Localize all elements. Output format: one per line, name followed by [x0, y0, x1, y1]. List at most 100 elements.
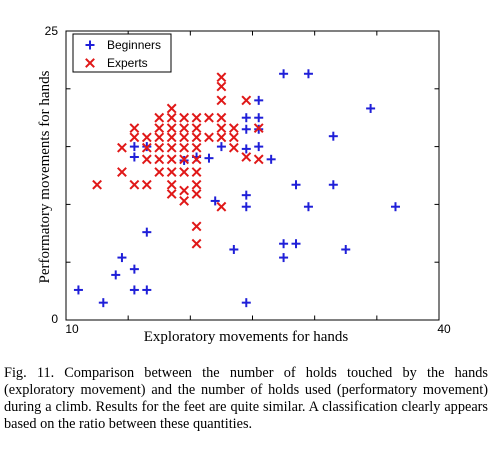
data-point-beginners — [229, 244, 239, 254]
data-point-experts — [154, 112, 165, 123]
data-point-beginners — [111, 270, 121, 280]
data-point-beginners — [366, 103, 376, 113]
data-point-beginners — [291, 239, 301, 249]
data-point-beginners — [142, 227, 152, 237]
data-point-experts — [179, 132, 190, 143]
data-point-experts — [154, 154, 165, 165]
data-point-experts — [241, 152, 252, 162]
data-point-experts — [166, 167, 177, 177]
data-point-experts — [216, 132, 227, 143]
x-tick-label-max: 40 — [437, 322, 451, 336]
x-tick-label-min: 10 — [65, 322, 79, 336]
data-point-experts — [241, 95, 252, 106]
plot-frame — [65, 30, 440, 321]
data-point-beginners — [117, 253, 127, 263]
data-point-beginners — [328, 180, 338, 190]
data-point-beginners — [341, 244, 351, 254]
data-point-beginners — [210, 196, 220, 206]
data-point-experts — [179, 185, 190, 196]
data-point-experts — [129, 132, 140, 143]
data-point-beginners — [241, 298, 251, 308]
data-point-experts — [216, 72, 227, 83]
legend-label-experts: Experts — [107, 56, 148, 70]
data-point-experts — [141, 142, 152, 153]
data-point-beginners — [303, 69, 313, 79]
caption-text: Comparison between the number of holds t… — [4, 365, 488, 432]
data-point-beginners — [254, 95, 264, 105]
data-point-experts — [216, 112, 227, 123]
data-point-experts — [191, 112, 202, 123]
tick-marks — [65, 30, 440, 321]
data-point-experts — [166, 123, 177, 134]
data-point-beginners — [129, 152, 139, 162]
caption-label: Fig. 11. — [4, 365, 55, 381]
data-point-experts — [253, 154, 264, 165]
data-point-beginners — [129, 264, 139, 274]
data-point-experts — [204, 132, 214, 143]
data-point-experts — [92, 179, 102, 190]
data-point-experts — [216, 81, 227, 92]
data-point-experts — [166, 132, 177, 143]
data-point-beginners — [254, 142, 264, 152]
data-point-experts — [179, 142, 190, 153]
data-point-experts — [154, 123, 165, 134]
data-point-experts — [129, 179, 140, 190]
data-point-experts — [216, 201, 227, 212]
legend-label-beginners: Beginners — [107, 38, 161, 52]
data-point-beginners — [279, 69, 289, 79]
data-point-experts — [166, 112, 177, 123]
data-point-beginners — [241, 124, 251, 134]
data-point-experts — [228, 142, 239, 153]
data-point-experts — [228, 123, 239, 134]
data-point-beginners — [204, 153, 214, 163]
data-point-experts — [141, 179, 152, 190]
data-point-experts — [191, 221, 202, 232]
data-point-experts — [216, 95, 227, 106]
data-point-experts — [179, 167, 190, 177]
data-point-experts — [166, 154, 177, 165]
y-tick-label-min: 0 — [51, 312, 58, 326]
data-point-experts — [141, 132, 152, 143]
data-point-beginners — [390, 202, 400, 212]
data-point-beginners — [303, 202, 313, 212]
data-point-beginners — [98, 298, 108, 308]
legend-marker-beginners — [85, 40, 95, 50]
data-point-experts — [191, 154, 202, 165]
data-point-beginners — [129, 285, 139, 295]
legend-marker-experts — [85, 58, 95, 68]
data-point-experts — [191, 142, 202, 153]
data-point-experts — [117, 167, 127, 177]
data-point-beginners — [279, 239, 289, 249]
x-axis-label: Exploratory movements for hands — [144, 329, 349, 345]
data-point-experts — [117, 142, 127, 153]
data-point-experts — [166, 189, 177, 199]
data-point-experts — [166, 142, 177, 153]
data-point-experts — [191, 189, 202, 199]
data-point-experts — [191, 123, 202, 134]
data-point-beginners — [241, 202, 251, 212]
chart-marks — [73, 69, 400, 308]
data-point-experts — [129, 123, 140, 134]
y-tick-label-max: 25 — [45, 24, 59, 38]
data-point-experts — [191, 132, 202, 143]
data-point-experts — [179, 196, 190, 206]
data-point-experts — [191, 179, 202, 190]
data-point-experts — [154, 167, 165, 177]
data-point-experts — [228, 132, 239, 143]
data-point-beginners — [279, 253, 289, 263]
data-point-experts — [191, 238, 202, 249]
data-point-experts — [204, 112, 214, 123]
data-point-experts — [154, 132, 165, 143]
data-point-beginners — [73, 285, 83, 295]
data-point-experts — [166, 179, 177, 190]
data-point-experts — [179, 112, 190, 123]
data-point-beginners — [241, 144, 251, 154]
data-point-experts — [191, 167, 202, 177]
data-point-experts — [154, 142, 165, 153]
data-point-experts — [216, 123, 227, 134]
legend: Beginners Experts — [72, 33, 172, 73]
scatter-chart: 10 40 0 25 Exploratory movements for han… — [37, 24, 451, 345]
data-point-experts — [253, 123, 264, 134]
data-point-beginners — [216, 142, 226, 152]
